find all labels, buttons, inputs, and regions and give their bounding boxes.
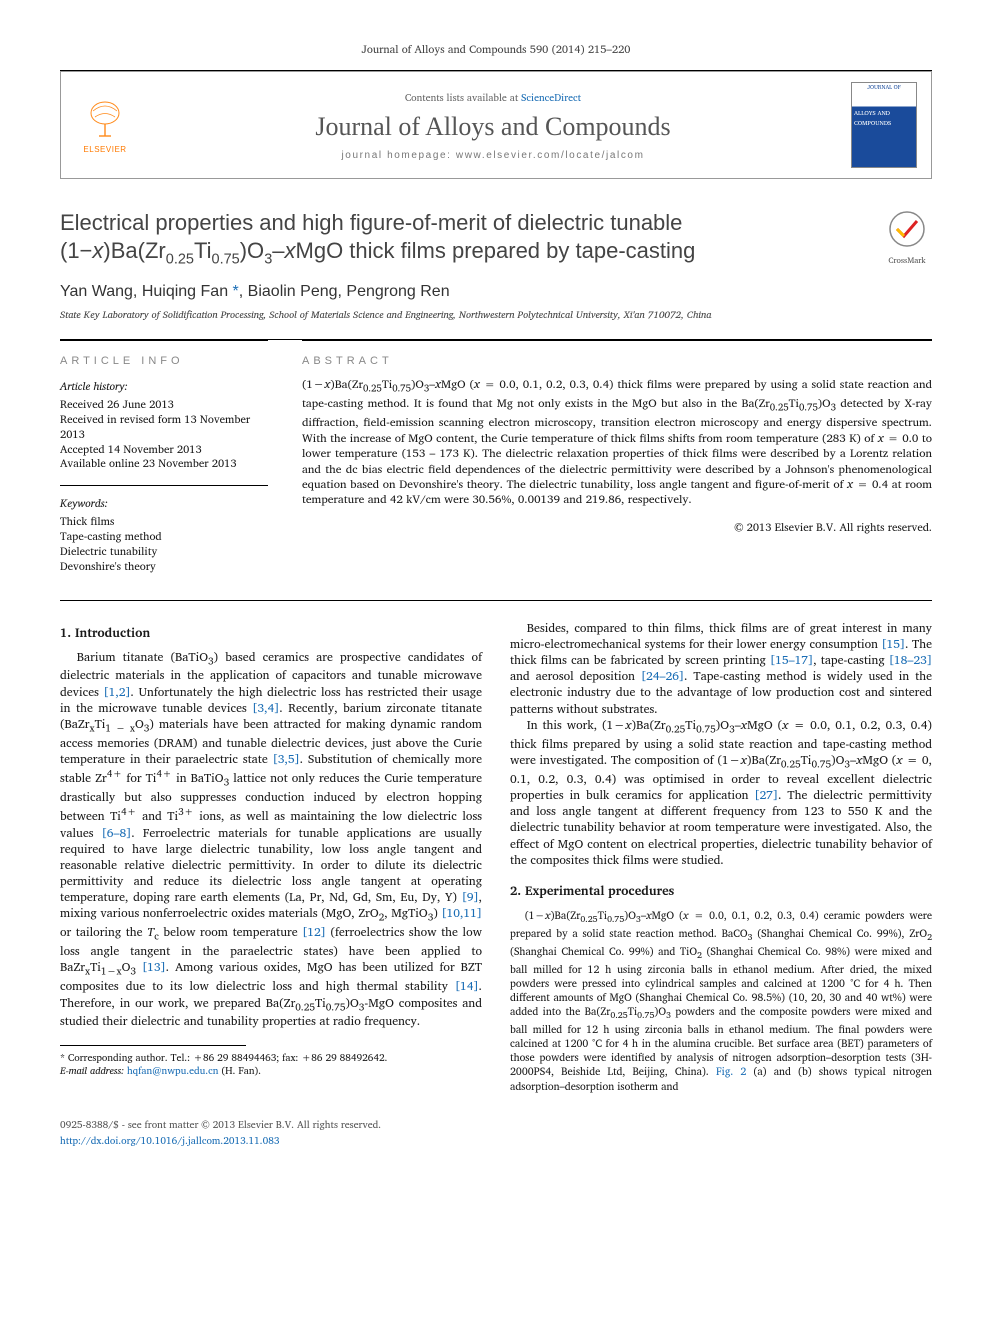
title-block: Electrical properties and high figure-of…: [60, 209, 932, 269]
introduction-heading: 1. Introduction: [60, 625, 482, 642]
homepage-prefix: journal homepage:: [341, 150, 455, 161]
intro-paragraph-2: Besides, compared to thin films, thick f…: [510, 621, 932, 718]
cover-title-band: ALLOYS AND COMPOUNDS: [852, 107, 916, 129]
abstract-text: (1−x)Ba(Zr0.25Ti0.75)O3–xMgO (x = 0.0, 0…: [302, 377, 932, 508]
article-info-column: ARTICLE INFO Article history: Received 2…: [60, 340, 268, 574]
abstract-column: ABSTRACT (1−x)Ba(Zr0.25Ti0.75)O3–xMgO (x…: [302, 340, 932, 574]
sciencedirect-link[interactable]: ScienceDirect: [521, 90, 581, 106]
article-title: Electrical properties and high figure-of…: [60, 209, 866, 269]
email-person: (H. Fan).: [221, 1063, 261, 1079]
article-history-heading: Article history:: [60, 377, 268, 395]
running-head: Journal of Alloys and Compounds 590 (201…: [60, 40, 932, 58]
affiliation: State Key Laboratory of Solidification P…: [60, 307, 932, 323]
keyword: Devonshire's theory: [60, 559, 268, 574]
elsevier-wordmark: ELSEVIER: [83, 145, 126, 154]
article-info-heading: ARTICLE INFO: [60, 355, 268, 367]
cover-top-text: JOURNAL OF: [852, 85, 916, 91]
revised-date: Received in revised form 13 November 201…: [60, 412, 268, 442]
online-date: Available online 23 November 2013: [60, 456, 268, 471]
section-rule: [60, 600, 932, 601]
page-footer: 0925-8388/$ - see front matter © 2013 El…: [60, 1111, 932, 1149]
intro-paragraph-3: In this work, (1−x)Ba(Zr0.25Ti0.75)O3–xM…: [510, 718, 932, 869]
crossmark-label: CrossMark: [882, 253, 932, 267]
keywords-block: Keywords: Thick films Tape-casting metho…: [60, 485, 268, 573]
corresponding-author-footnote: * Corresponding author. Tel.: +86 29 884…: [60, 1052, 482, 1078]
email-label: E-mail address:: [60, 1063, 124, 1079]
doi-link[interactable]: http://dx.doi.org/10.1016/j.jallcom.2013…: [60, 1133, 279, 1149]
abstract-heading: ABSTRACT: [302, 355, 932, 367]
crossmark-icon: [887, 209, 927, 249]
abstract-copyright: © 2013 Elsevier B.V. All rights reserved…: [302, 518, 932, 536]
corr-email-link[interactable]: hqfan@nwpu.edu.cn: [127, 1063, 219, 1079]
author-list: Yan Wang, Huiqing Fan *, Biaolin Peng, P…: [60, 283, 932, 301]
contents-prefix: Contents lists available at: [405, 90, 521, 106]
info-abstract-row: ARTICLE INFO Article history: Received 2…: [60, 339, 932, 574]
elsevier-logo: ELSEVIER: [75, 93, 135, 157]
journal-homepage-line: journal homepage: www.elsevier.com/locat…: [151, 150, 835, 161]
elsevier-tree-icon: [81, 97, 129, 145]
issn-copyright-line: 0925-8388/$ - see front matter © 2013 El…: [60, 1117, 381, 1133]
intro-paragraph-1: Barium titanate (BaTiO3) based ceramics …: [60, 650, 482, 1031]
masthead: ELSEVIER Contents lists available at Sci…: [60, 71, 932, 179]
journal-name: Journal of Alloys and Compounds: [151, 112, 835, 142]
footnote-separator: [60, 1045, 246, 1046]
experimental-heading: 2. Experimental procedures: [510, 883, 932, 900]
masthead-center: Contents lists available at ScienceDirec…: [151, 90, 835, 161]
footer-left: 0925-8388/$ - see front matter © 2013 El…: [60, 1117, 381, 1149]
experimental-paragraph-1: (1−x)Ba(Zr0.25Ti0.75)O3–xMgO (x = 0.0, 0…: [510, 908, 932, 1093]
body-two-column: 1. Introduction Barium titanate (BaTiO3)…: [60, 621, 932, 1093]
corr-email-line: E-mail address: hqfan@nwpu.edu.cn (H. Fa…: [60, 1065, 482, 1078]
crossmark-badge[interactable]: CrossMark: [882, 209, 932, 267]
keywords-heading: Keywords:: [60, 494, 268, 512]
contents-available-line: Contents lists available at ScienceDirec…: [151, 90, 835, 106]
journal-cover-thumbnail: JOURNAL OF ALLOYS AND COMPOUNDS: [851, 82, 917, 168]
homepage-url: www.elsevier.com/locate/jalcom: [456, 150, 645, 161]
